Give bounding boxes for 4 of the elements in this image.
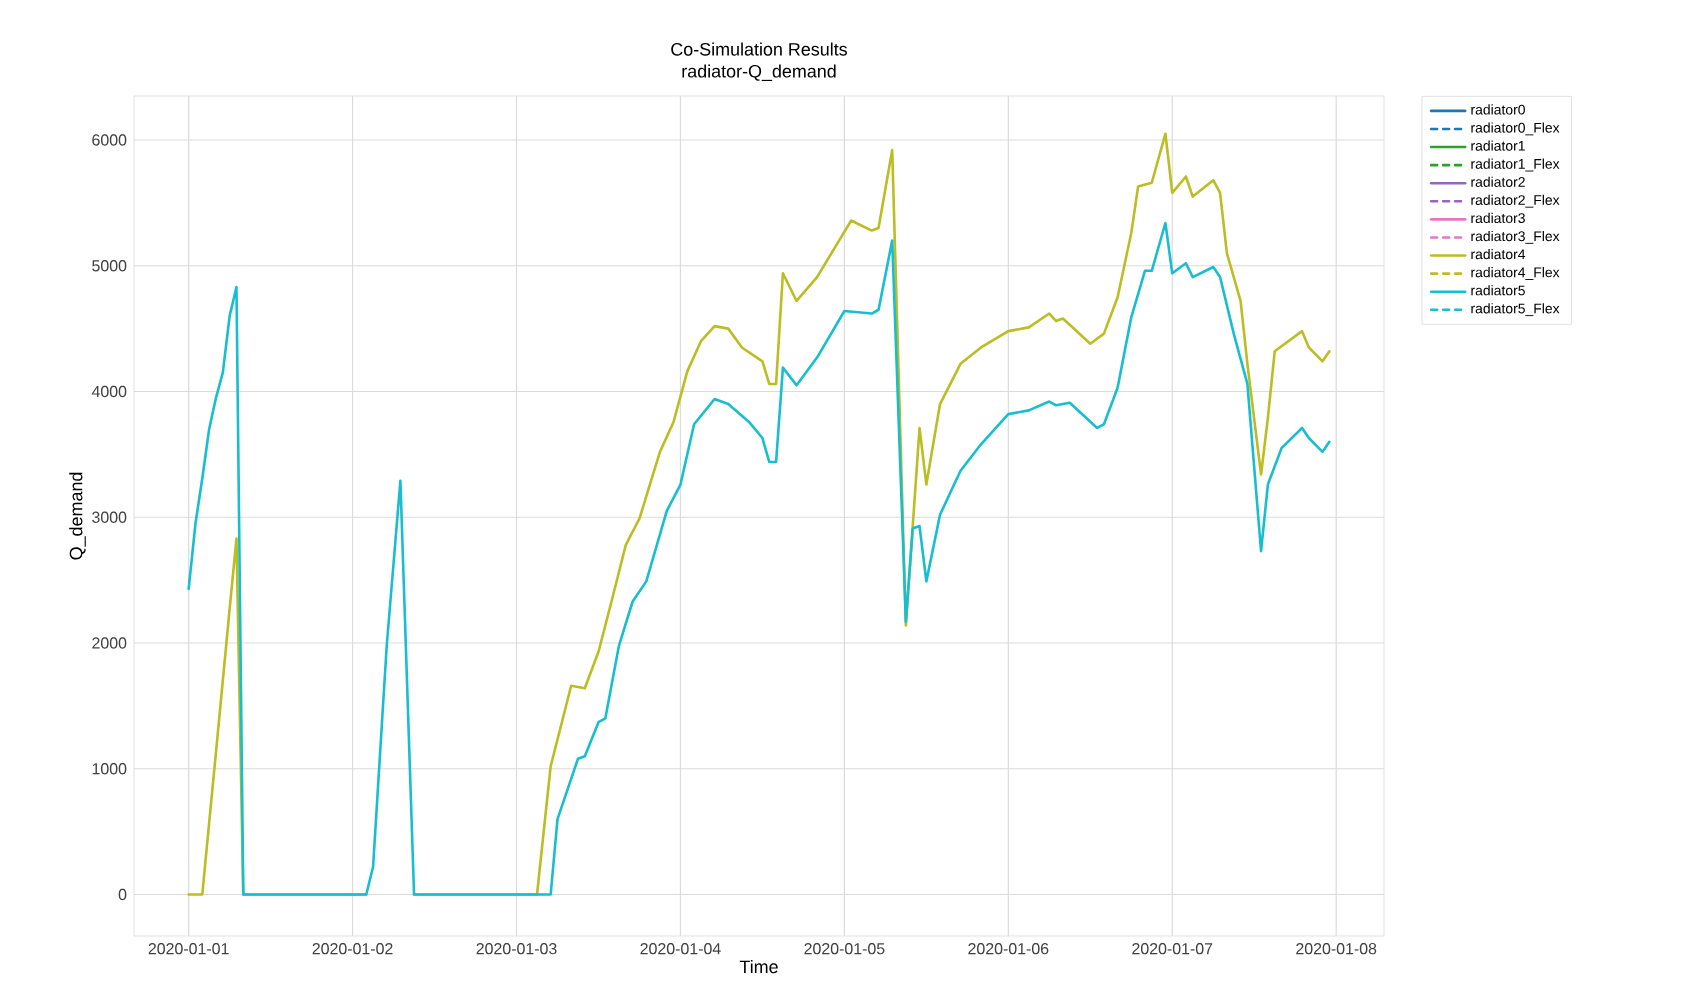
chart-subtitle: radiator-Q_demand <box>682 64 836 81</box>
chart-title: Co-Simulation Results <box>671 42 847 56</box>
y-axis-title: Q_demand <box>69 472 86 560</box>
x-axis-title: Time <box>739 960 778 974</box>
